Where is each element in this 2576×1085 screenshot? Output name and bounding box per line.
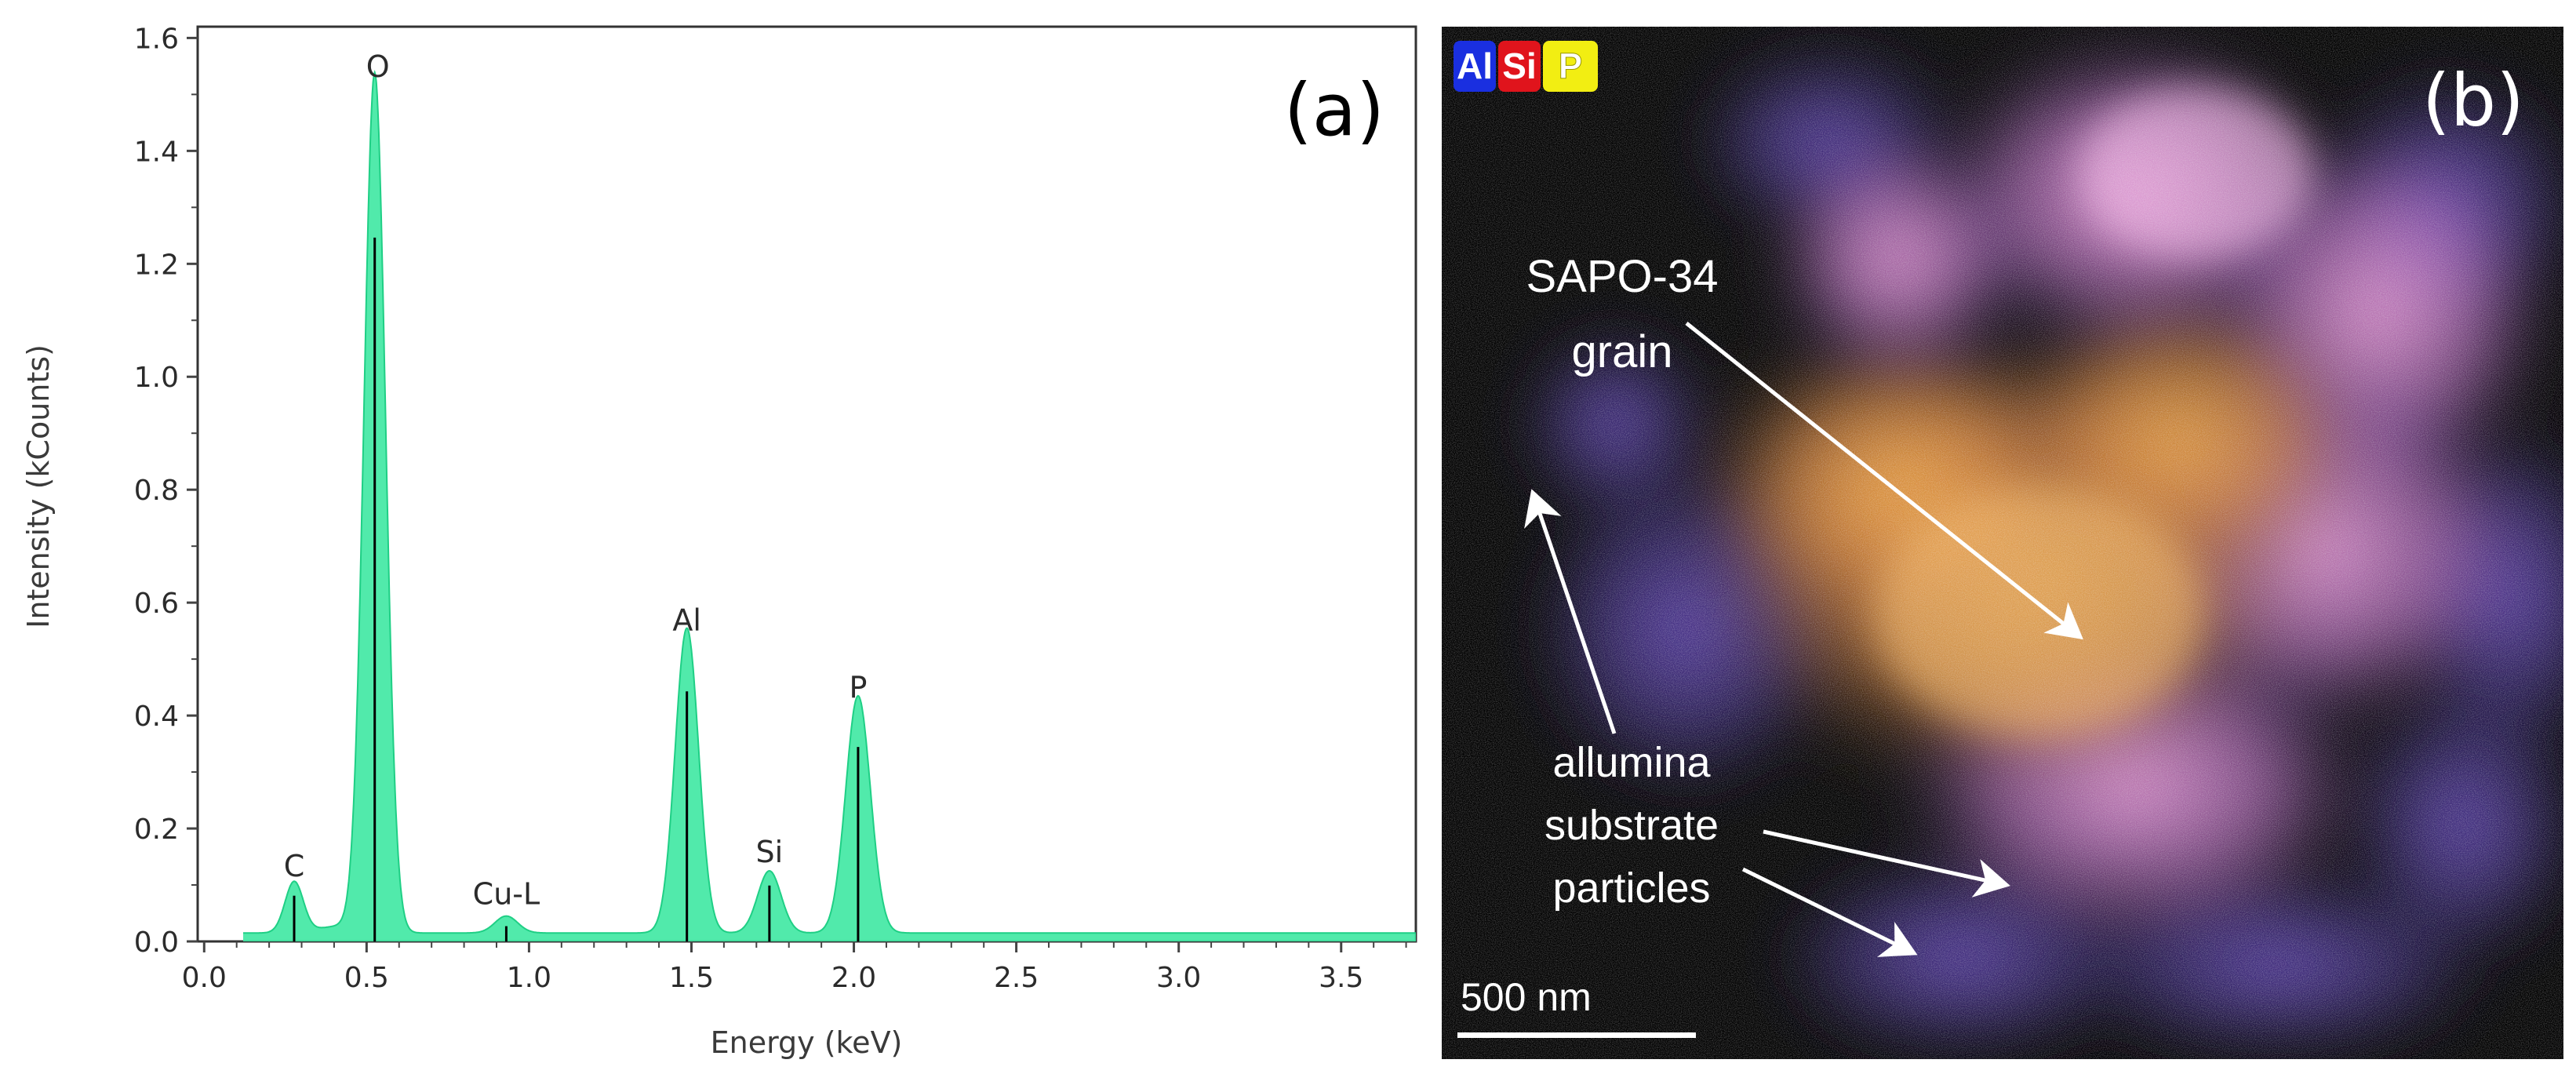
peak-label-o: O (366, 49, 390, 84)
legend-p-swatch (1543, 41, 1598, 92)
y-tick-label: 1.4 (134, 136, 179, 168)
panel-b-label: (b) (2422, 59, 2524, 143)
element-legend: Al Si P (1454, 41, 1598, 92)
legend-al: Al (1454, 41, 1496, 92)
plot-frame (196, 25, 1417, 943)
substrate-annotation-line3: particles (1552, 865, 1710, 912)
peak-label-si: Si (756, 835, 784, 869)
y-tick-label: 1.6 (134, 23, 179, 55)
grain-arrow (1685, 322, 2083, 640)
substrate-annotation-line1: allumina (1552, 739, 1711, 786)
legend-al-label: Al (1457, 46, 1493, 86)
scale-bar-label: 500 nm (1461, 975, 1592, 1019)
legend-al-swatch (1454, 41, 1496, 92)
legend-p: P (1543, 41, 1598, 92)
substrate-annotation-line2: substrate (1545, 802, 1719, 849)
legend-si-swatch (1498, 41, 1541, 92)
substrate-arrow-down (1741, 867, 1918, 957)
x-tick-label: 2.5 (994, 962, 1039, 994)
y-tick-label: 0.4 (134, 701, 179, 733)
panel-a-label: (a) (1284, 68, 1384, 152)
peak-label-al: Al (672, 603, 701, 637)
x-axis: 0.0 0.5 1.0 1.5 2.0 2.5 3.0 3.5 (182, 941, 1407, 994)
peak-label-c: C (284, 849, 305, 883)
grain-annotation-line1: SAPO-34 (1526, 251, 1719, 302)
legend-p-label: P (1559, 46, 1583, 86)
y-axis-title: Intensity (kCounts) (21, 344, 56, 628)
y-tick-label: 1.2 (134, 249, 179, 281)
x-tick-label: 0.5 (344, 962, 389, 994)
substrate-arrow-up (1524, 489, 1617, 734)
legend-si-label: Si (1502, 46, 1536, 86)
x-tick-label: 3.5 (1319, 962, 1363, 994)
y-tick-label: 0.0 (134, 927, 179, 959)
elemental-map-panel: Al Si P (b) SAPO-34 grain allumina subst… (1442, 27, 2563, 1059)
x-axis-title: Energy (keV) (711, 1025, 903, 1060)
x-tick-label: 0.0 (182, 962, 227, 994)
x-tick-label: 1.5 (669, 962, 714, 994)
spectrum-layer (243, 70, 1416, 941)
y-axis: 0.0 0.2 0.4 0.6 0.8 1.0 1.2 1.4 1.6 (134, 23, 198, 959)
y-tick-label: 0.2 (134, 814, 179, 846)
y-tick-label: 0.8 (134, 475, 179, 507)
substrate-arrow-right (1763, 829, 2010, 897)
peak-label-cu-l: Cu-L (473, 876, 540, 911)
grain-annotation-line2: grain (1572, 326, 1673, 377)
x-tick-label: 2.0 (831, 962, 876, 994)
y-tick-label: 1.0 (134, 362, 179, 394)
eds-spectrum-panel: 0.0 0.2 0.4 0.6 0.8 1.0 1.2 1.4 1.6 0.0 0.5 1.0 1.5… (21, 23, 1417, 1060)
scale-bar (1457, 1032, 1696, 1038)
y-tick-label: 0.6 (134, 588, 179, 620)
x-tick-label: 1.0 (507, 962, 551, 994)
x-tick-label: 3.0 (1156, 962, 1201, 994)
spectrum-outline (243, 70, 1416, 934)
legend-si: Si (1498, 41, 1541, 92)
peak-label-p: P (849, 671, 867, 705)
spectrum-area (243, 72, 1416, 941)
